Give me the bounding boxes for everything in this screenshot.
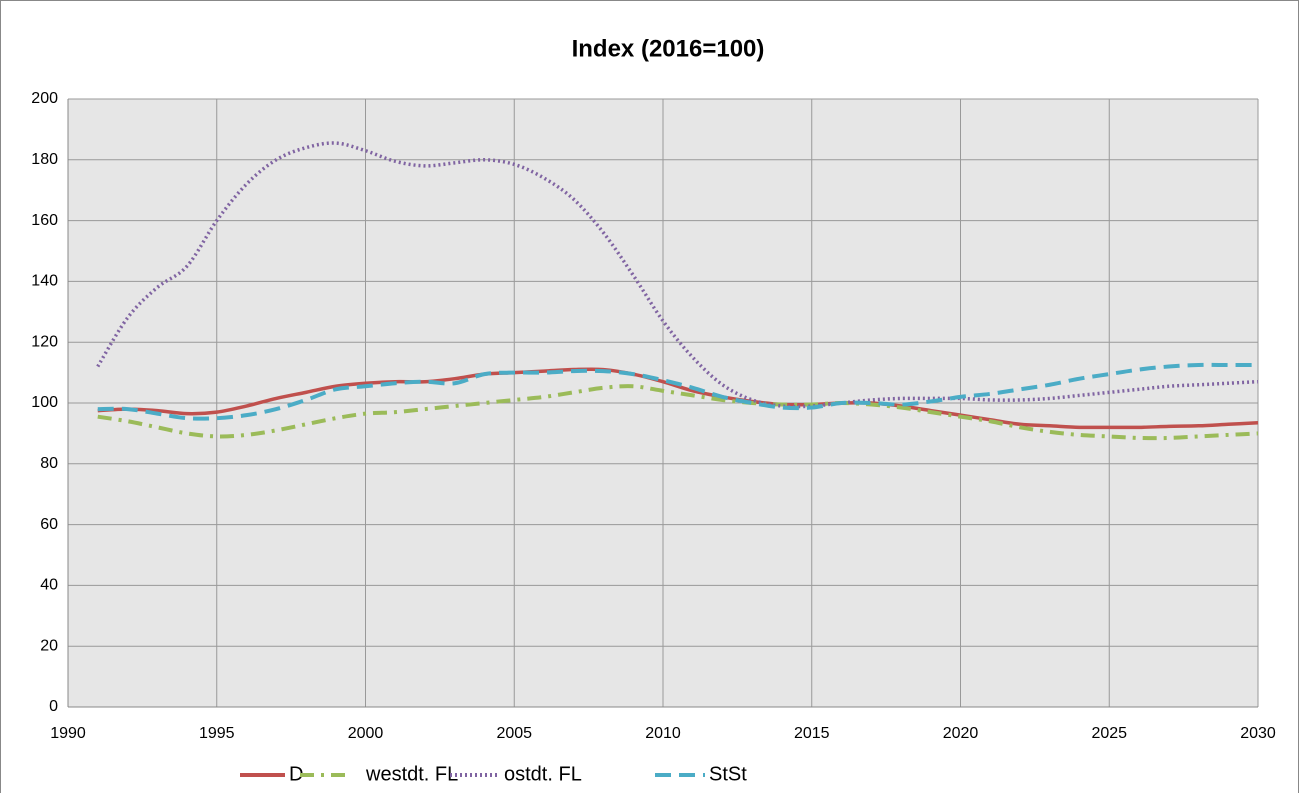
x-tick-label: 2000 bbox=[348, 725, 384, 742]
x-tick-label: 2010 bbox=[645, 725, 681, 742]
y-tick-label: 100 bbox=[31, 394, 58, 411]
series-line bbox=[97, 367, 1259, 430]
y-tick-label: 120 bbox=[31, 333, 58, 350]
y-tick-label: 80 bbox=[40, 455, 58, 472]
x-tick-label: 1995 bbox=[199, 725, 235, 742]
y-tick-label: 60 bbox=[40, 516, 58, 533]
series-line bbox=[96, 141, 1259, 409]
x-tick-label: 2005 bbox=[496, 725, 532, 742]
x-tick-label: 2025 bbox=[1091, 725, 1127, 742]
chart-title: Index (2016=100) bbox=[572, 35, 765, 62]
legend-label: StSt bbox=[709, 763, 747, 785]
y-tick-label: 200 bbox=[31, 90, 58, 107]
y-tick-label: 180 bbox=[31, 151, 58, 168]
legend-label: D bbox=[289, 763, 303, 785]
y-tick-label: 140 bbox=[31, 273, 58, 290]
series-line bbox=[97, 384, 1259, 441]
legend-label: westdt. FL bbox=[365, 763, 458, 785]
x-tick-label: 1990 bbox=[50, 725, 86, 742]
y-tick-label: 160 bbox=[31, 212, 58, 229]
x-tick-label: 2030 bbox=[1240, 725, 1276, 742]
y-tick-label: 0 bbox=[49, 698, 58, 715]
series-line bbox=[97, 362, 1258, 421]
x-tick-label: 2020 bbox=[943, 725, 979, 742]
y-tick-label: 40 bbox=[40, 577, 58, 594]
y-tick-label: 20 bbox=[40, 637, 58, 654]
legend-label: ostdt. FL bbox=[504, 763, 582, 785]
x-tick-label: 2015 bbox=[794, 725, 830, 742]
